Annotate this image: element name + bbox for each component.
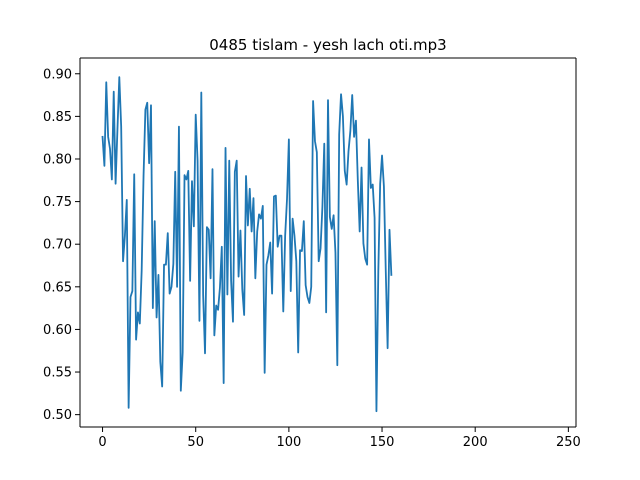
x-tick-label: 250 (556, 435, 581, 450)
x-tick-label: 100 (276, 435, 301, 450)
x-tick-label: 0 (98, 435, 106, 450)
x-tick-label: 200 (463, 435, 488, 450)
y-tick-label: 0.70 (43, 238, 72, 253)
y-tick-label: 0.85 (43, 110, 72, 125)
y-tick-label: 0.90 (43, 67, 72, 82)
y-tick-label: 0.75 (43, 195, 72, 210)
series-line (101, 76, 393, 413)
plot-frame (79, 57, 577, 428)
axes: 0 50 100 150 200 250 0.50 0.55 0.60 0.65 0.70 0.75 0… (43, 67, 581, 450)
series-layer (101, 76, 393, 413)
y-tick-label: 0.50 (43, 408, 72, 423)
y-tick-label: 0.65 (43, 280, 72, 295)
x-tick-label: 50 (187, 435, 204, 450)
chart-title: 0485 tislam - yesh lach oti.mp3 (209, 36, 446, 54)
y-tick-label: 0.55 (43, 366, 72, 381)
y-tick-label: 0.80 (43, 152, 72, 167)
y-tick-label: 0.60 (43, 323, 72, 338)
x-tick-label: 150 (370, 435, 395, 450)
